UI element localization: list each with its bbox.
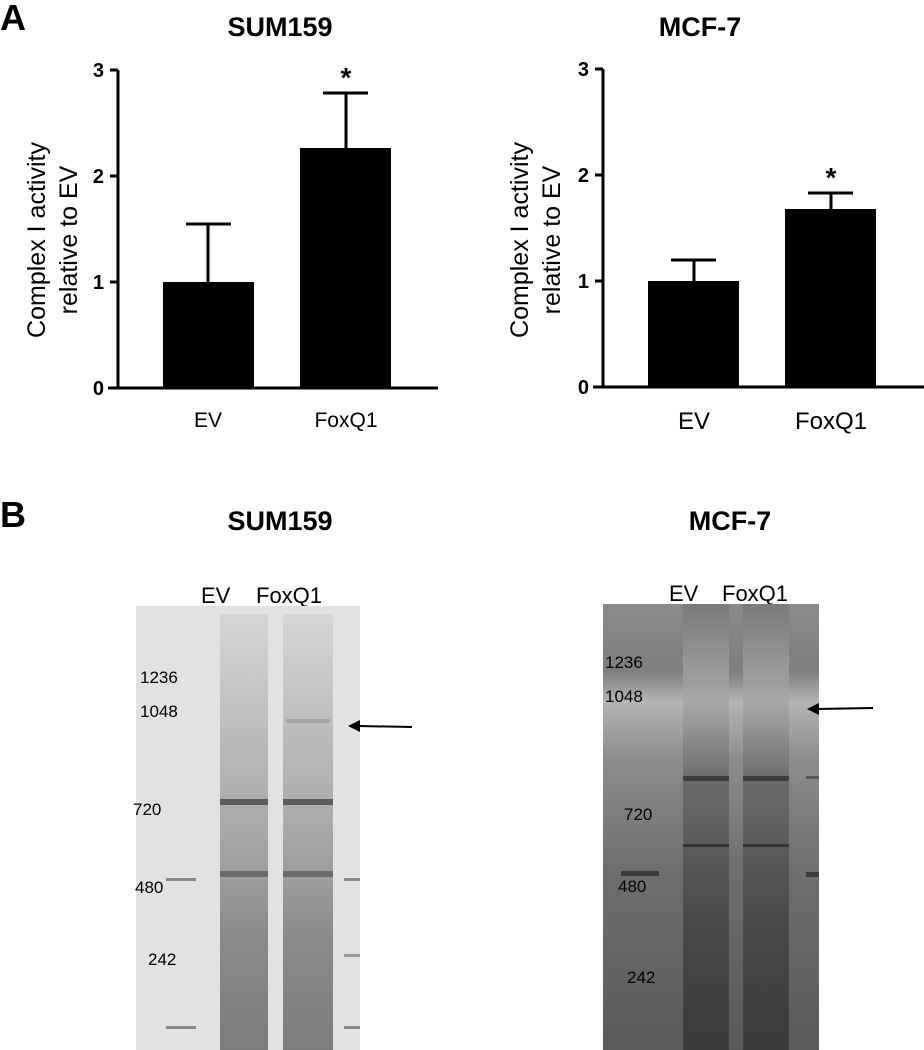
arrow-left-icon	[348, 720, 413, 732]
marker-label-720: 720	[624, 805, 653, 824]
x-tick-labels: EV FoxQ1	[678, 408, 867, 435]
svg-text:0: 0	[93, 378, 104, 400]
marker-label-1048: 1048	[605, 687, 643, 706]
svg-text:FoxQ1: FoxQ1	[314, 409, 377, 432]
gel-image-mcf7	[603, 604, 819, 1050]
svg-text:FoxQ1: FoxQ1	[795, 408, 867, 435]
marker-label-1236: 1236	[140, 668, 178, 687]
y-tick-labels: 3 2 1 0	[578, 59, 589, 399]
gel-title-sum159: SUM159	[227, 506, 333, 536]
marker-label-480: 480	[618, 877, 647, 896]
gel-image-sum159	[136, 606, 360, 1050]
marker-label-1048: 1048	[140, 702, 178, 721]
bar-foxq1	[785, 209, 876, 387]
bar-chart-sum159: Complex I activity relative to EV 3 2 1 …	[23, 60, 438, 432]
svg-text:2: 2	[93, 166, 104, 188]
marker-label-1236: 1236	[605, 653, 643, 672]
y-axis-label: Complex I activity relative to EV	[506, 142, 566, 338]
marker-label-480: 480	[135, 878, 164, 897]
svg-text:Complex I activity: Complex I activity	[506, 142, 534, 338]
bar-foxq1	[300, 148, 391, 388]
svg-text:EV: EV	[678, 408, 710, 435]
bar-chart-mcf7: Complex I activity relative to EV 3 2 1 …	[506, 59, 924, 435]
svg-text:EV: EV	[194, 409, 222, 432]
y-axis-label: Complex I activity relative to EV	[23, 142, 83, 338]
bar-ev	[648, 281, 739, 387]
svg-text:relative to EV: relative to EV	[538, 165, 566, 314]
significance-asterisk: *	[826, 162, 837, 193]
marker-label-242: 242	[148, 950, 177, 969]
gel-title-mcf7: MCF-7	[688, 506, 772, 536]
marker-label-242: 242	[627, 968, 656, 987]
svg-text:1: 1	[93, 272, 104, 294]
chart-title-sum159: SUM159	[227, 12, 333, 42]
svg-text:3: 3	[93, 60, 104, 82]
marker-label-720: 720	[133, 800, 162, 819]
lane-label-ev: EV	[201, 583, 231, 608]
arrow-left-icon	[807, 703, 874, 715]
svg-text:3: 3	[578, 59, 589, 81]
svg-text:1: 1	[578, 271, 589, 293]
svg-text:relative to EV: relative to EV	[55, 165, 83, 314]
svg-text:2: 2	[578, 165, 589, 187]
lane-label-foxq1: FoxQ1	[722, 581, 789, 606]
svg-text:Complex I activity: Complex I activity	[23, 142, 51, 338]
chart-title-mcf7: MCF-7	[658, 12, 742, 42]
panel-label-b: B	[0, 494, 26, 535]
svg-text:0: 0	[578, 377, 589, 399]
lane-label-ev: EV	[669, 581, 699, 606]
panel-label-a: A	[0, 0, 26, 38]
y-tick-labels: 3 2 1 0	[93, 60, 104, 400]
lane-label-foxq1: FoxQ1	[256, 583, 323, 608]
significance-asterisk: *	[341, 62, 352, 93]
bar-ev	[163, 282, 254, 388]
x-tick-labels: EV FoxQ1	[194, 409, 378, 432]
